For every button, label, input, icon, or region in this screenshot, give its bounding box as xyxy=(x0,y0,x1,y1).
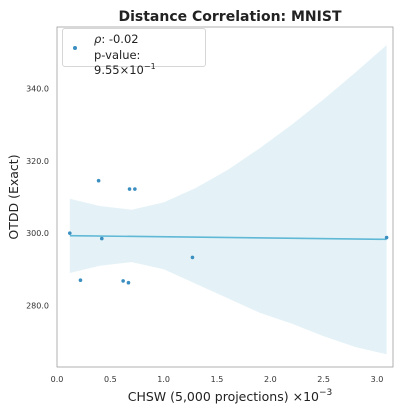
legend-marker xyxy=(73,46,77,50)
x-axis-label-text: CHSW (5,000 projections) xyxy=(128,389,289,404)
data-points-layer xyxy=(68,178,389,285)
data-point xyxy=(133,187,137,191)
data-point xyxy=(78,278,83,282)
x-axis-multiplier: ×10 xyxy=(293,389,319,404)
legend-rho-line: ρ: -0.02 xyxy=(94,32,139,46)
x-tick-labels: 0.0 0.5 1.0 1.5 2.0 2.5 3.0 xyxy=(51,375,384,384)
x-tick-label: 0.0 xyxy=(51,375,64,384)
x-tick-label: 2.0 xyxy=(264,375,277,384)
y-axis-label: OTDD (Exact) xyxy=(6,154,21,239)
y-tick-label: 300.0 xyxy=(26,229,49,238)
x-tick-label: 0.5 xyxy=(104,375,117,384)
legend-pvalue-line: p-value: 9.55×10−1 xyxy=(94,48,205,77)
chart-title: Distance Correlation: MNIST xyxy=(118,9,341,25)
legend-pvalue-text: p-value: 9.55×10 xyxy=(94,48,144,77)
plot-area-frame xyxy=(56,26,394,368)
regression-line-layer xyxy=(69,234,387,241)
data-point xyxy=(100,236,104,241)
y-tick-label: 320.0 xyxy=(26,157,49,166)
data-point xyxy=(68,231,72,235)
x-tick-label: 1.5 xyxy=(211,375,224,384)
data-point xyxy=(384,235,389,240)
y-tick-label: 280.0 xyxy=(26,302,49,311)
x-axis-label: CHSW (5,000 projections) ×10−3 xyxy=(128,388,333,404)
y-tick-label: 340.0 xyxy=(26,84,49,93)
x-tick-label: 2.5 xyxy=(317,375,330,384)
data-point xyxy=(121,279,125,283)
legend-pvalue-exponent: −1 xyxy=(143,62,156,71)
legend-rho-symbol: ρ xyxy=(94,32,102,46)
y-tick-labels: 280.0 300.0 320.0 340.0 xyxy=(26,84,49,310)
x-tick-label: 3.0 xyxy=(371,375,384,384)
data-point xyxy=(126,280,131,285)
confidence-band xyxy=(69,45,387,355)
legend: ρ: -0.02 p-value: 9.55×10−1 xyxy=(62,28,206,77)
legend-rho-value: : -0.02 xyxy=(101,32,139,46)
data-point xyxy=(190,255,195,260)
confidence-band-layer xyxy=(69,45,387,355)
x-axis-multiplier-exponent: −3 xyxy=(319,388,332,398)
regression-line xyxy=(69,234,387,241)
data-point xyxy=(127,187,132,191)
x-tick-label: 1.0 xyxy=(157,375,170,384)
data-point xyxy=(96,178,101,183)
